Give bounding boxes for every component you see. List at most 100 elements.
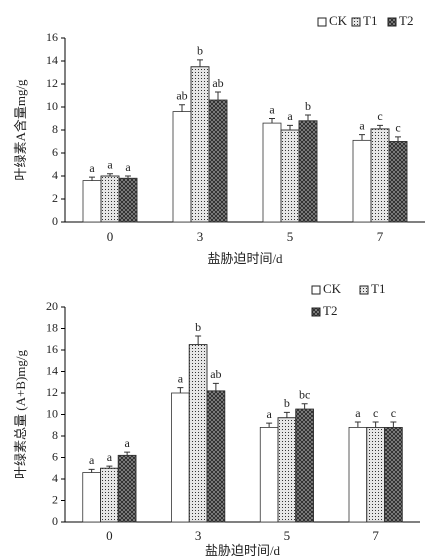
- x-tick-label: 7: [372, 528, 379, 543]
- y-tick-label: 2: [52, 492, 58, 506]
- y-tick-label: 12: [46, 385, 58, 399]
- error-bar: [106, 465, 113, 469]
- significance-letter: a: [107, 450, 113, 464]
- error-bar: [395, 136, 401, 142]
- significance-letter: a: [124, 436, 130, 450]
- significance-letter: a: [266, 407, 272, 421]
- y-tick-label: 12: [46, 76, 58, 90]
- bar-texture: [208, 99, 228, 223]
- error-bar: [197, 59, 203, 67]
- y-tick-label: 8: [52, 428, 58, 442]
- bar-texture: [100, 175, 120, 223]
- error-bar: [301, 403, 308, 410]
- significance-letter: ab: [176, 88, 187, 102]
- error-bar: [305, 114, 311, 121]
- y-tick-label: 10: [46, 406, 58, 420]
- x-axis-title: 盐胁迫时间/d: [207, 251, 283, 266]
- y-tick-label: 10: [46, 99, 58, 113]
- significance-letter: ab: [210, 367, 221, 381]
- bar-texture: [295, 408, 314, 523]
- significance-letter: c: [395, 121, 400, 135]
- legend-texture: [351, 17, 361, 27]
- significance-letter: a: [107, 157, 113, 171]
- significance-letter: a: [178, 371, 184, 385]
- y-tick-label: 4: [52, 471, 58, 485]
- bar-texture: [100, 467, 119, 523]
- y-tick-label: 14: [46, 53, 58, 67]
- x-tick-label: 3: [195, 528, 202, 543]
- error-bar: [124, 451, 131, 456]
- y-axis-title: 叶绿素A含量mg/g: [13, 79, 28, 181]
- bar: [262, 122, 282, 223]
- significance-letter: b: [284, 396, 290, 410]
- legend-swatch: [311, 285, 321, 295]
- legend-label: T1: [363, 13, 377, 28]
- significance-letter: a: [89, 453, 95, 467]
- significance-letter: a: [89, 161, 95, 175]
- error-bar: [215, 91, 221, 101]
- significance-letter: a: [355, 406, 361, 420]
- bar: [171, 392, 190, 523]
- x-tick-label: 7: [377, 229, 384, 244]
- y-tick-label: 6: [52, 449, 58, 463]
- bar: [348, 426, 368, 523]
- bar: [172, 111, 192, 223]
- legend-texture: [311, 307, 321, 317]
- y-tick-label: 2: [52, 191, 58, 205]
- error-bar: [354, 421, 361, 428]
- error-bar: [283, 411, 290, 418]
- error-bar: [88, 468, 95, 473]
- y-tick-label: 6: [52, 145, 58, 159]
- bar-texture: [298, 120, 318, 223]
- bar-texture: [366, 426, 385, 523]
- bar-texture: [384, 426, 403, 523]
- x-tick-label: 5: [284, 528, 291, 543]
- bar-texture: [388, 141, 408, 223]
- error-bar: [107, 173, 113, 176]
- error-bar: [359, 134, 365, 141]
- bar-texture: [190, 66, 210, 223]
- bar: [82, 180, 102, 223]
- error-bar: [179, 104, 185, 112]
- error-bar: [177, 387, 184, 393]
- y-tick-label: 4: [52, 168, 58, 182]
- significance-letter: b: [305, 99, 311, 113]
- bar-texture: [117, 454, 137, 523]
- x-tick-label: 0: [107, 229, 114, 244]
- significance-letter: b: [197, 44, 203, 58]
- bar-texture: [188, 344, 208, 523]
- significance-letter: a: [125, 160, 131, 174]
- significance-letter: c: [377, 109, 382, 123]
- significance-letter: a: [287, 109, 293, 123]
- bar: [259, 426, 279, 523]
- bar-texture: [280, 129, 300, 223]
- y-tick-label: 18: [46, 320, 58, 334]
- y-tick-label: 0: [52, 214, 58, 228]
- significance-letter: bc: [299, 388, 310, 402]
- error-bar: [269, 118, 275, 124]
- error-bar: [287, 124, 293, 130]
- error-bar: [377, 124, 383, 129]
- y-axis-title: 叶绿素总量 (A+B)mg/g: [13, 349, 28, 479]
- significance-letter: ab: [212, 76, 223, 90]
- significance-letter: a: [269, 102, 275, 116]
- error-bar: [372, 421, 379, 428]
- legend-label: T2: [323, 303, 337, 318]
- y-tick-label: 20: [46, 299, 58, 313]
- significance-letter: c: [373, 406, 378, 420]
- bar-texture: [206, 390, 226, 523]
- significance-letter: a: [359, 118, 365, 132]
- legend-label: CK: [329, 13, 348, 28]
- error-bar: [89, 176, 95, 181]
- bar-texture: [118, 177, 138, 223]
- error-bar: [390, 421, 397, 428]
- bar-texture: [370, 128, 390, 223]
- legend-texture: [359, 285, 369, 295]
- y-tick-label: 0: [52, 514, 58, 528]
- legend-label: CK: [323, 281, 342, 296]
- x-tick-label: 5: [287, 229, 294, 244]
- significance-letter: b: [195, 320, 201, 334]
- error-bar: [266, 422, 273, 428]
- significance-letter: c: [391, 406, 396, 420]
